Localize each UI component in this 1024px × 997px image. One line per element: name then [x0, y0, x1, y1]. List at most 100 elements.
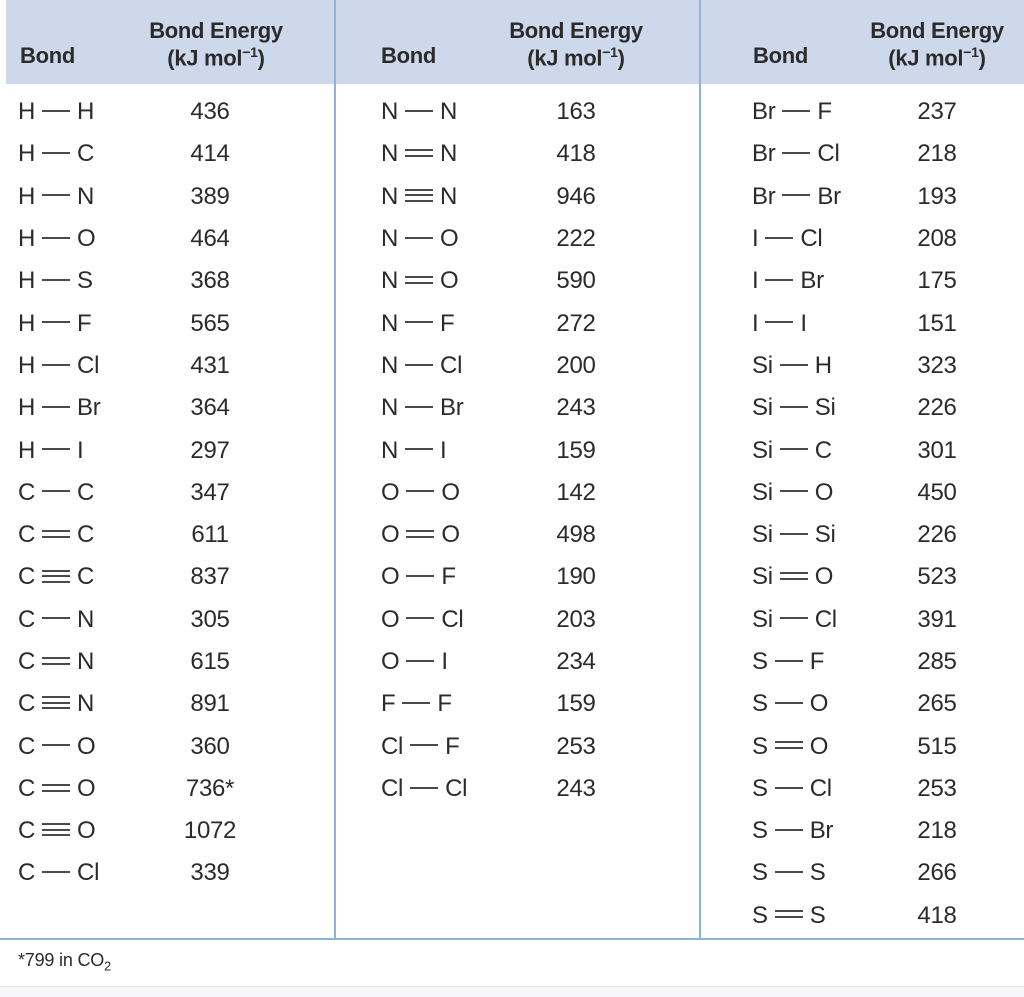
energy-value: 266	[917, 859, 957, 887]
energy-value: 243	[556, 394, 596, 422]
energy-value: 418	[556, 140, 596, 168]
table-row: Br Br 193	[700, 176, 1024, 218]
left-atom: N	[381, 225, 399, 253]
bond-icon	[42, 617, 71, 620]
energy-value: 163	[556, 98, 596, 126]
left-atom: N	[381, 98, 399, 126]
right-atom: O	[814, 478, 834, 506]
table-row: S Cl 253	[700, 768, 1024, 810]
energy-value: 615	[190, 648, 230, 675]
left-atom: C	[18, 521, 36, 549]
right-atom: O	[77, 225, 96, 253]
bond-icon	[42, 405, 71, 408]
right-atom: S	[77, 267, 93, 295]
bond-cell: I Br	[700, 267, 892, 295]
bond-icon	[42, 448, 71, 451]
table-row: H Cl 431	[0, 345, 335, 387]
left-atom: H	[18, 394, 36, 422]
table-row: Si H 323	[700, 345, 1024, 387]
right-atom: Si	[814, 394, 836, 422]
energy-value: 389	[190, 182, 230, 210]
bond-icon	[42, 109, 71, 112]
energy-value: 237	[917, 98, 957, 126]
bond-cell: Si C	[700, 437, 892, 465]
bond-icon	[774, 828, 803, 831]
energy-value: 243	[556, 774, 596, 802]
left-atom: C	[18, 563, 36, 591]
bond-icon	[42, 656, 71, 665]
left-atom: S	[752, 901, 768, 929]
bond-icon	[405, 236, 434, 239]
right-atom: N	[77, 182, 95, 210]
energy-header-line1: Bond Energy	[870, 17, 1004, 43]
right-atom: O	[809, 732, 829, 760]
right-atom: F	[77, 309, 92, 337]
left-atom: O	[381, 605, 400, 633]
left-atom: N	[381, 140, 399, 168]
bond-icon	[410, 744, 439, 747]
energy-value: 234	[556, 648, 596, 675]
bond-icon	[406, 575, 435, 578]
right-atom: O	[440, 225, 459, 253]
bond-icon	[42, 194, 71, 197]
bond-icon	[782, 152, 811, 155]
energy-value: 218	[917, 140, 957, 168]
footnote: *799 in CO2	[18, 950, 111, 974]
right-atom: O	[441, 478, 460, 506]
energy-value: 159	[556, 436, 596, 464]
column-3-header-band: Bond Bond Energy (kJ mol−1)	[700, 0, 1024, 84]
energy-value: 305	[190, 605, 230, 633]
right-atom: Br	[800, 267, 824, 295]
right-atom: Cl	[445, 774, 468, 802]
right-atom: C	[77, 521, 95, 549]
table-row: Br F 237	[700, 91, 1024, 133]
right-atom: N	[440, 140, 458, 168]
left-atom: H	[18, 140, 36, 168]
left-atom: C	[18, 605, 36, 633]
bond-icon	[774, 910, 803, 919]
bond-icon	[406, 529, 435, 538]
right-atom: Cl	[440, 351, 463, 379]
energy-value: 253	[556, 732, 596, 760]
table-row: H Br 364	[0, 387, 335, 429]
left-atom: Si	[752, 521, 773, 549]
energy-header-line1: Bond Energy	[149, 17, 283, 43]
energy-value: 301	[917, 436, 957, 464]
table-row: C Cl 339	[0, 852, 335, 894]
left-atom: S	[752, 648, 768, 675]
left-atom: H	[18, 309, 36, 337]
bond-icon	[42, 321, 71, 324]
right-atom: N	[77, 605, 95, 633]
right-atom: O	[809, 690, 829, 718]
table-row: I Cl 208	[700, 218, 1024, 260]
bond-icon	[402, 701, 431, 704]
left-atom: S	[752, 817, 768, 845]
left-atom: H	[18, 436, 36, 464]
left-atom: O	[381, 563, 400, 591]
bond-cell: Si Si	[700, 521, 892, 549]
bond-icon	[42, 152, 71, 155]
superscript-exponent: −1	[242, 44, 258, 61]
bond-cell: Br F	[700, 98, 892, 126]
energy-value: 498	[556, 521, 596, 549]
energy-value: 891	[190, 690, 230, 718]
energy-value: 590	[556, 267, 596, 295]
table-row: I Br 175	[700, 260, 1024, 302]
bond-icon	[42, 363, 71, 366]
